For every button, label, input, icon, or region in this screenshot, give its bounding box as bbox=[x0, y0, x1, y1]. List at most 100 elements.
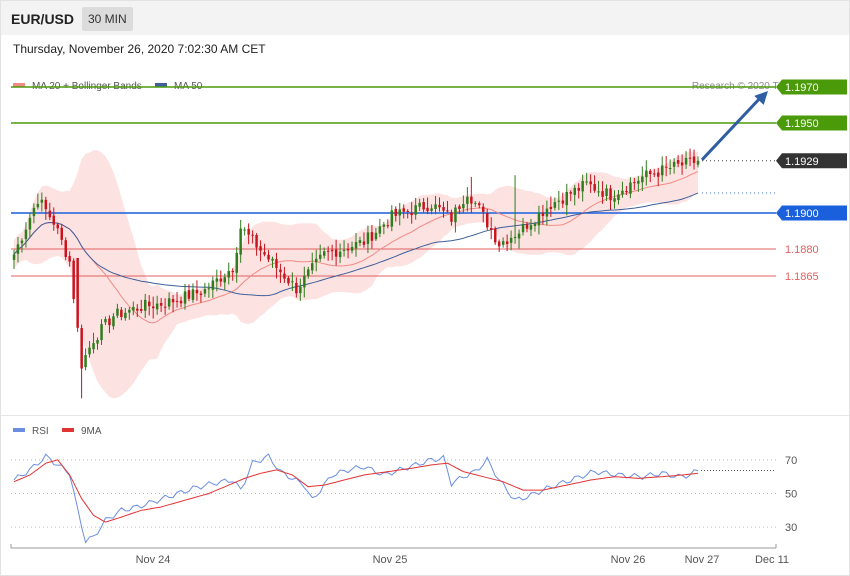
candle-body bbox=[458, 206, 461, 210]
candle-body bbox=[545, 208, 549, 217]
candle-body bbox=[128, 309, 131, 313]
candle-body bbox=[692, 156, 696, 163]
candle-body bbox=[219, 278, 223, 282]
candle-body bbox=[291, 281, 294, 283]
candle-body bbox=[227, 271, 230, 278]
legend-9ma-label: 9MA bbox=[81, 426, 102, 437]
candle-body bbox=[279, 269, 282, 273]
candle-body bbox=[573, 187, 576, 195]
level-tag-1.1929: 1.1929 bbox=[776, 153, 847, 169]
candle-body bbox=[76, 258, 79, 328]
candle-body bbox=[406, 211, 409, 212]
candle-body bbox=[390, 210, 394, 227]
level-label: 1.1970 bbox=[785, 82, 819, 94]
pair-title: EUR/USD bbox=[11, 11, 75, 27]
level-tag-shape bbox=[776, 205, 847, 221]
x-tick-nov-24: Nov 24 bbox=[136, 554, 171, 566]
candle-body bbox=[211, 280, 215, 290]
candle-body bbox=[36, 203, 40, 208]
candle-body bbox=[44, 199, 48, 210]
candle-body bbox=[585, 181, 588, 183]
candle-body bbox=[605, 188, 608, 197]
level-tag-shape bbox=[776, 79, 847, 95]
candle-body bbox=[688, 157, 692, 159]
candle-body bbox=[231, 270, 234, 273]
candle-body bbox=[275, 259, 278, 268]
candle-body bbox=[454, 207, 457, 223]
level-label: 1.1950 bbox=[785, 118, 819, 130]
candle-body bbox=[553, 202, 557, 208]
candle-body bbox=[24, 229, 28, 240]
candle-body bbox=[474, 202, 477, 204]
candle-body bbox=[112, 316, 115, 327]
level-label: 1.1865 bbox=[785, 271, 819, 283]
ma50-line bbox=[13, 192, 699, 297]
candle-body bbox=[239, 228, 242, 255]
level-tag-1.1865: 1.1865 bbox=[785, 271, 819, 283]
candle-body bbox=[378, 226, 382, 234]
candle-body bbox=[676, 160, 680, 164]
level-tag-shape bbox=[776, 115, 847, 131]
candle-body bbox=[342, 249, 346, 251]
candle-body bbox=[557, 200, 561, 202]
candle-body bbox=[12, 254, 16, 260]
candle-body bbox=[259, 246, 262, 251]
level-tag-1.1880: 1.1880 bbox=[785, 244, 819, 256]
x-tick-nov-25: Nov 25 bbox=[373, 554, 408, 566]
candle-body bbox=[668, 168, 672, 169]
candle-body bbox=[330, 250, 334, 252]
candle-body bbox=[223, 277, 226, 283]
candle-body bbox=[159, 303, 163, 306]
candle-body bbox=[175, 300, 179, 302]
candle-body bbox=[40, 199, 44, 203]
candle-body bbox=[56, 224, 59, 229]
candle-body bbox=[386, 225, 390, 227]
candle-body bbox=[613, 198, 616, 202]
candle-body bbox=[247, 228, 250, 235]
x-tick-dec-11: Dec 11 bbox=[755, 554, 789, 566]
candle-body bbox=[521, 224, 525, 233]
candle-body bbox=[319, 254, 322, 259]
candle-body bbox=[187, 290, 191, 299]
candle-body bbox=[116, 308, 119, 316]
candle-body bbox=[661, 165, 664, 176]
candle-body bbox=[362, 241, 366, 245]
candle-body bbox=[299, 286, 302, 294]
candle-body bbox=[132, 307, 135, 311]
candle-body bbox=[124, 312, 127, 319]
candle-body bbox=[358, 240, 362, 243]
candle-body bbox=[601, 191, 604, 197]
candles bbox=[12, 148, 700, 399]
candle-body bbox=[589, 181, 592, 185]
candle-body bbox=[199, 293, 203, 295]
level-label: 1.1900 bbox=[785, 208, 819, 220]
candle-body bbox=[434, 204, 437, 209]
candle-body bbox=[295, 283, 298, 294]
candle-body bbox=[88, 347, 91, 355]
candle-body bbox=[140, 309, 143, 311]
candle-body bbox=[68, 256, 71, 262]
header-bar bbox=[1, 1, 849, 35]
candle-body bbox=[625, 190, 628, 192]
candle-body bbox=[494, 228, 497, 243]
candle-body bbox=[509, 237, 513, 243]
candle-body bbox=[120, 309, 123, 317]
candle-body bbox=[195, 289, 199, 294]
candle-body bbox=[334, 249, 338, 257]
timeframe-badge[interactable]: 30 MIN bbox=[82, 7, 133, 31]
candle-body bbox=[350, 246, 354, 251]
candle-body bbox=[645, 170, 648, 178]
level-label: 1.1929 bbox=[785, 156, 819, 168]
candle-body bbox=[513, 236, 517, 239]
candle-body bbox=[338, 251, 342, 258]
candle-body bbox=[665, 166, 668, 168]
level-label: 1.1880 bbox=[785, 244, 819, 256]
candle-body bbox=[96, 340, 99, 344]
candle-body bbox=[442, 207, 445, 211]
candle-body bbox=[315, 258, 318, 263]
candle-body bbox=[593, 184, 596, 191]
candle-body bbox=[549, 206, 553, 209]
candle-body bbox=[565, 192, 568, 206]
candle-body bbox=[426, 207, 429, 212]
